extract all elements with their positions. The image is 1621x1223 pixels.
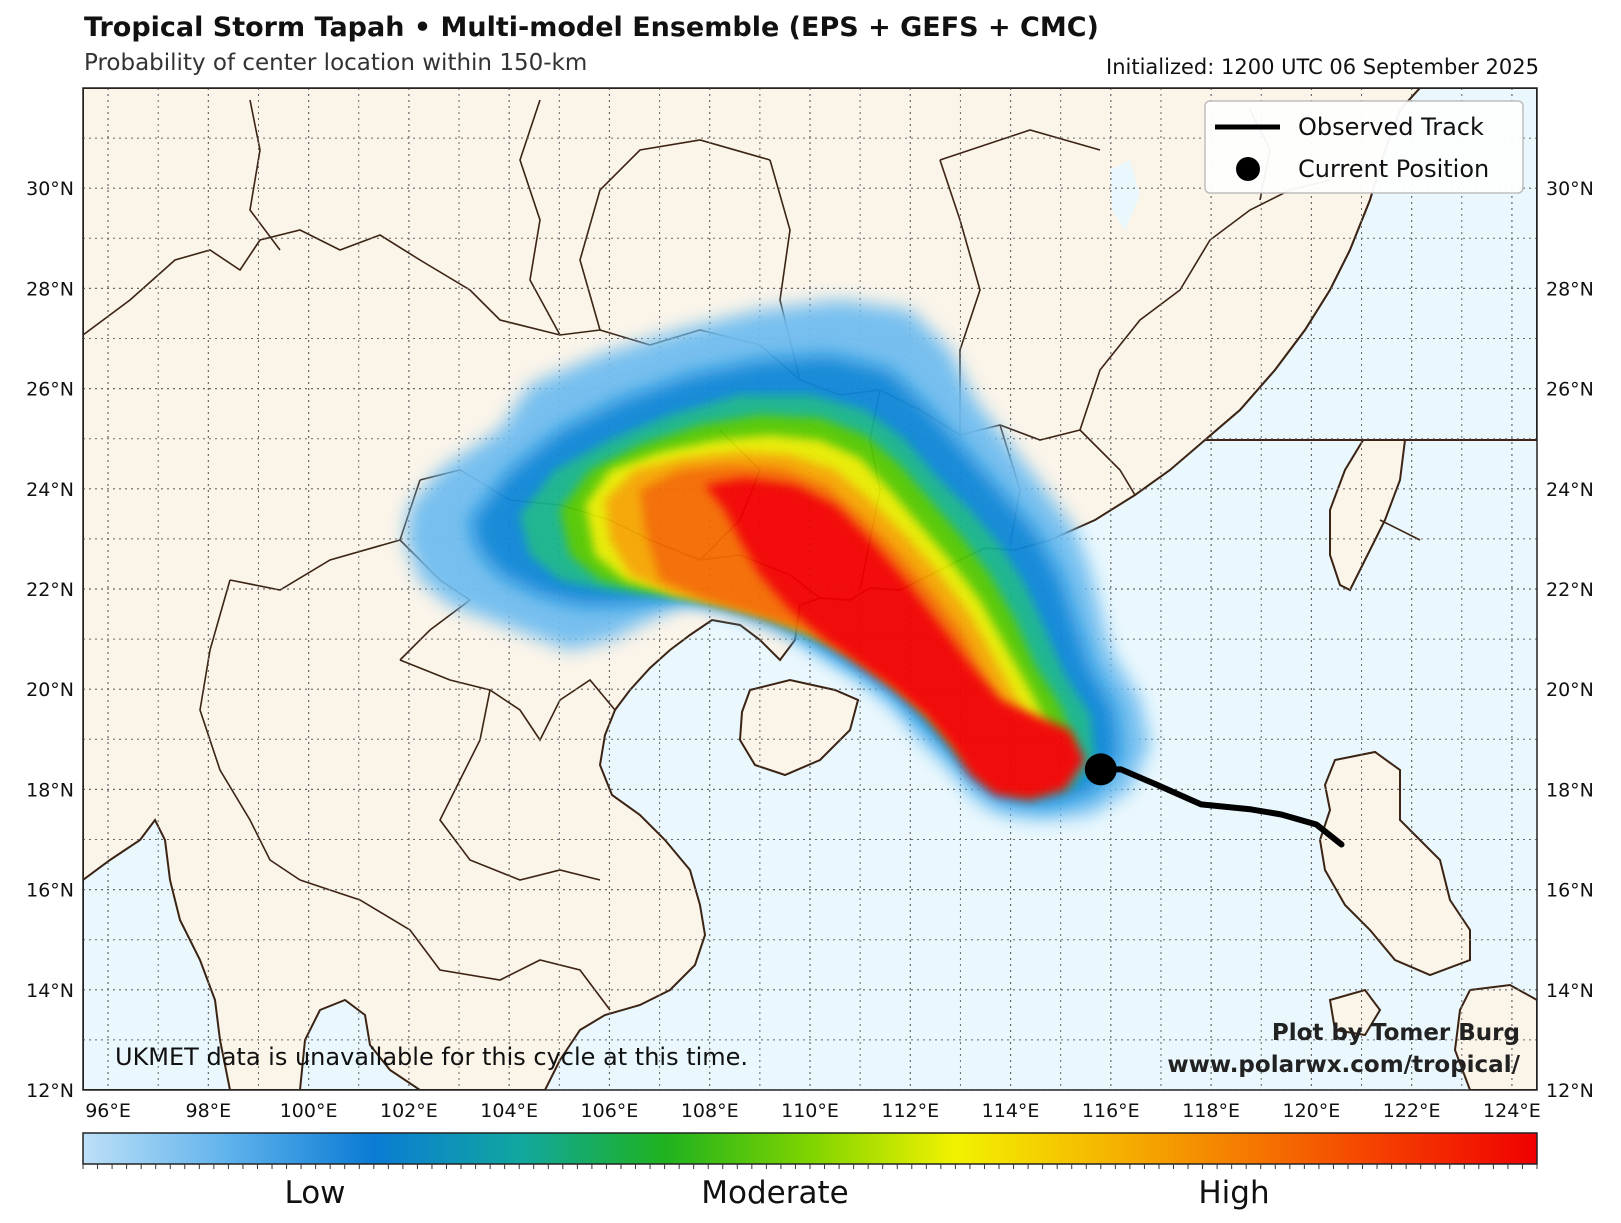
longitude-label: 102°E [380,1100,438,1122]
latitude-label: 20°N [26,679,74,701]
colorbar-ticks [82,1164,1538,1169]
latitude-labels-left: 12°N 14°N 16°N 18°N 20°N 22°N 24°N 26°N 28°N 30°N [26,178,74,1102]
latitude-label: 16°N [1546,880,1594,902]
latitude-label: 30°N [1546,178,1594,200]
land-taiwan [1329,418,1407,592]
latitude-label: 20°N [1546,679,1594,701]
longitude-label: 118°E [1182,1100,1240,1122]
land-luzon [1318,750,1471,977]
latitude-label: 28°N [1546,278,1594,300]
probability-swath [405,300,1150,820]
chart-title: Tropical Storm Tapah • Multi-model Ensem… [84,12,1099,43]
ukmet-note: UKMET data is unavailable for this cycle… [115,1043,748,1071]
latitude-label: 30°N [26,178,74,200]
latitude-label: 22°N [26,579,74,601]
legend-observed-track: Observed Track [1298,113,1484,141]
longitude-label: 108°E [681,1100,739,1122]
land-andaman-ocean [83,818,232,1090]
latitude-labels-right: 12°N 14°N 16°N 18°N 20°N 22°N 24°N 26°N 28°N 30°N [1546,178,1594,1102]
longitude-label: 124°E [1483,1100,1541,1122]
longitude-label: 100°E [280,1100,338,1122]
longitude-label: 112°E [881,1100,939,1122]
colorbar-label-moderate: Moderate [701,1175,848,1211]
current-position-marker [1084,753,1117,786]
longitude-label: 106°E [581,1100,639,1122]
internal-borders [83,99,1421,1011]
longitude-label: 116°E [1082,1100,1140,1122]
longitude-labels: 96°E 98°E 100°E 102°E 104°E 106°E 108°E 110°E 11… [85,1100,1541,1122]
latitude-label: 18°N [26,779,74,801]
credit-author: Plot by Tomer Burg [1272,1020,1520,1046]
observed-track-line [1097,766,1345,848]
legend-current-position: Current Position [1298,155,1489,183]
latitude-label: 12°N [1546,1080,1594,1102]
chart-subtitle: Probability of center location within 15… [84,50,588,76]
latitude-label: 22°N [1546,579,1594,601]
colorbar [82,1132,1538,1165]
colorbar-label-low: Low [284,1175,345,1211]
longitude-label: 110°E [781,1100,839,1122]
longitude-label: 104°E [480,1100,538,1122]
latitude-label: 18°N [1546,779,1594,801]
land-mindoro [1328,988,1382,1037]
longitude-label: 96°E [85,1100,131,1122]
latitude-label: 24°N [26,479,74,501]
colorbar-label-high: High [1198,1175,1269,1211]
longitude-label: 122°E [1383,1100,1441,1122]
latitude-label: 14°N [1546,980,1594,1002]
latitude-label: 16°N [26,880,74,902]
credit-url: www.polarwx.com/tropical/ [1167,1052,1520,1078]
map-frame [82,87,1538,1091]
latitude-label: 12°N [26,1080,74,1102]
latitude-label: 14°N [26,980,74,1002]
land-visayas [1453,983,1537,1090]
latitude-label: 28°N [26,278,74,300]
longitude-label: 98°E [186,1100,232,1122]
legend-position-swatch [1236,157,1260,181]
latitude-label: 24°N [1546,479,1594,501]
land-gulf-thailand [298,998,422,1090]
legend: Observed Track Current Position [1204,100,1524,194]
latitude-label: 26°N [1546,379,1594,401]
initialized-time: Initialized: 1200 UTC 06 September 2025 [1106,55,1539,79]
latitude-label: 26°N [26,379,74,401]
land-hainan [738,678,860,777]
longitude-label: 114°E [982,1100,1040,1122]
longitude-label: 120°E [1282,1100,1340,1122]
lake [1110,160,1140,230]
